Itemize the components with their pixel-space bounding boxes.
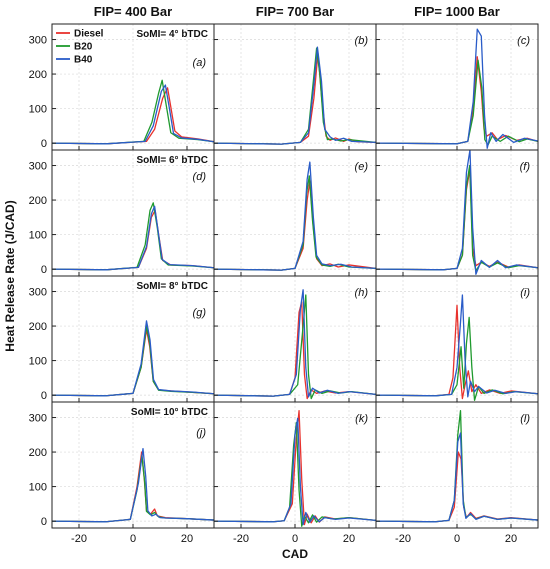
x-tick-label: 20 — [181, 533, 193, 545]
y-tick-label: 300 — [29, 35, 47, 47]
panel-label: (a) — [193, 57, 207, 69]
column-title-3: FIP= 1000 Bar — [414, 4, 500, 19]
series-line-b40 — [214, 46, 376, 145]
y-tick-label: 100 — [29, 356, 47, 368]
series-line-b40 — [376, 28, 538, 149]
x-tick-label: 20 — [505, 533, 517, 545]
grid — [214, 24, 376, 150]
panel-e: (e) — [213, 149, 377, 277]
legend-label-b20: B20 — [74, 42, 93, 53]
panel-b: (b) — [213, 23, 377, 151]
x-tick-label: 0 — [130, 533, 136, 545]
series-line-diesel — [214, 52, 376, 145]
panel-frame — [213, 23, 377, 151]
series-line-b40 — [52, 205, 214, 271]
panel-label: (f) — [520, 161, 531, 173]
panel-label: (i) — [520, 287, 530, 299]
panel-label: (e) — [355, 161, 369, 173]
grid — [214, 150, 376, 276]
panel-f: (f) — [375, 149, 539, 277]
panel-frame — [375, 23, 539, 151]
series-line-b40 — [376, 432, 538, 523]
panel-label: (k) — [355, 413, 368, 425]
x-axis-label: CAD — [282, 547, 308, 561]
panel-frame — [51, 149, 215, 277]
panel-label: (h) — [355, 287, 369, 299]
grid — [52, 24, 214, 150]
y-axis-label: Heat Release Rate (J/CAD) — [3, 200, 17, 351]
grid — [52, 276, 214, 402]
series-line-b40 — [214, 417, 376, 526]
y-tick-label: 100 — [29, 482, 47, 494]
legend-label-b40: B40 — [74, 55, 93, 66]
panel-label: (d) — [193, 171, 207, 183]
y-tick-label: 0 — [41, 138, 47, 150]
y-tick-label: 0 — [41, 264, 47, 276]
x-tick-label: 20 — [343, 533, 355, 545]
panel-frame — [213, 149, 377, 277]
somi-label: SoMI= 8° bTDC — [136, 281, 208, 292]
panel-label: (g) — [193, 307, 207, 319]
y-tick-label: 300 — [29, 161, 47, 173]
y-tick-label: 100 — [29, 230, 47, 242]
series-line-b40 — [52, 447, 214, 523]
y-tick-label: 200 — [29, 321, 47, 333]
somi-label: SoMI= 10° bTDC — [131, 407, 208, 418]
column-title-2: FIP= 700 Bar — [256, 4, 334, 19]
grid — [376, 150, 538, 276]
somi-label: SoMI= 4° bTDC — [136, 29, 208, 40]
panel-k: -20 0 20 (k) — [213, 401, 377, 545]
panel-g: 0 100 200 300 (g) SoMI= 8° bTDC — [29, 275, 215, 403]
x-tick-label: 0 — [454, 533, 460, 545]
panel-a: 0 100 200 300 (a) SoMI= 4° bTDC — [29, 23, 215, 151]
series-line-b20 — [214, 294, 376, 400]
y-tick-label: 300 — [29, 287, 47, 299]
panel-i: (i) — [375, 275, 539, 403]
y-tick-label: 300 — [29, 413, 47, 425]
x-tick-label: -20 — [395, 533, 411, 545]
y-tick-label: 200 — [29, 69, 47, 81]
legend-label-diesel: Diesel — [74, 29, 104, 40]
series-line-b40 — [52, 320, 214, 397]
panel-label: (j) — [196, 427, 206, 439]
series-line-b40 — [376, 294, 538, 398]
somi-label: SoMI= 6° bTDC — [136, 155, 208, 166]
grid — [214, 276, 376, 402]
series-line-b40 — [214, 289, 376, 398]
series-line-b20 — [376, 316, 538, 401]
column-title-1: FIP= 400 Bar — [94, 4, 172, 19]
y-tick-label: 200 — [29, 195, 47, 207]
x-tick-label: -20 — [233, 533, 249, 545]
panel-frame — [51, 275, 215, 403]
x-tick-label: -20 — [71, 533, 87, 545]
panel-label: (l) — [520, 413, 530, 425]
grid — [376, 24, 538, 150]
x-tick-label: 0 — [292, 533, 298, 545]
panel-c: (c) — [375, 23, 539, 151]
panel-frame — [375, 149, 539, 277]
panel-frame — [213, 275, 377, 403]
panel-label: (c) — [517, 35, 530, 47]
series-line-b40 — [376, 150, 538, 275]
panel-l: -20 0 20 (l) — [375, 401, 539, 545]
panel-j: 0 100 200 300 -20 0 20 (j) SoMI= 10° bTDC — [29, 401, 215, 545]
series-line-b40 — [52, 84, 214, 145]
y-tick-label: 0 — [41, 390, 47, 402]
series-line-b40 — [214, 161, 376, 271]
y-tick-label: 100 — [29, 104, 47, 116]
y-tick-label: 0 — [41, 516, 47, 528]
panel-h: (h) — [213, 275, 377, 403]
panel-d: 0 100 200 300 (d) SoMI= 6° bTDC — [29, 149, 215, 277]
panel-label: (b) — [355, 35, 369, 47]
y-tick-label: 200 — [29, 447, 47, 459]
grid — [52, 150, 214, 276]
